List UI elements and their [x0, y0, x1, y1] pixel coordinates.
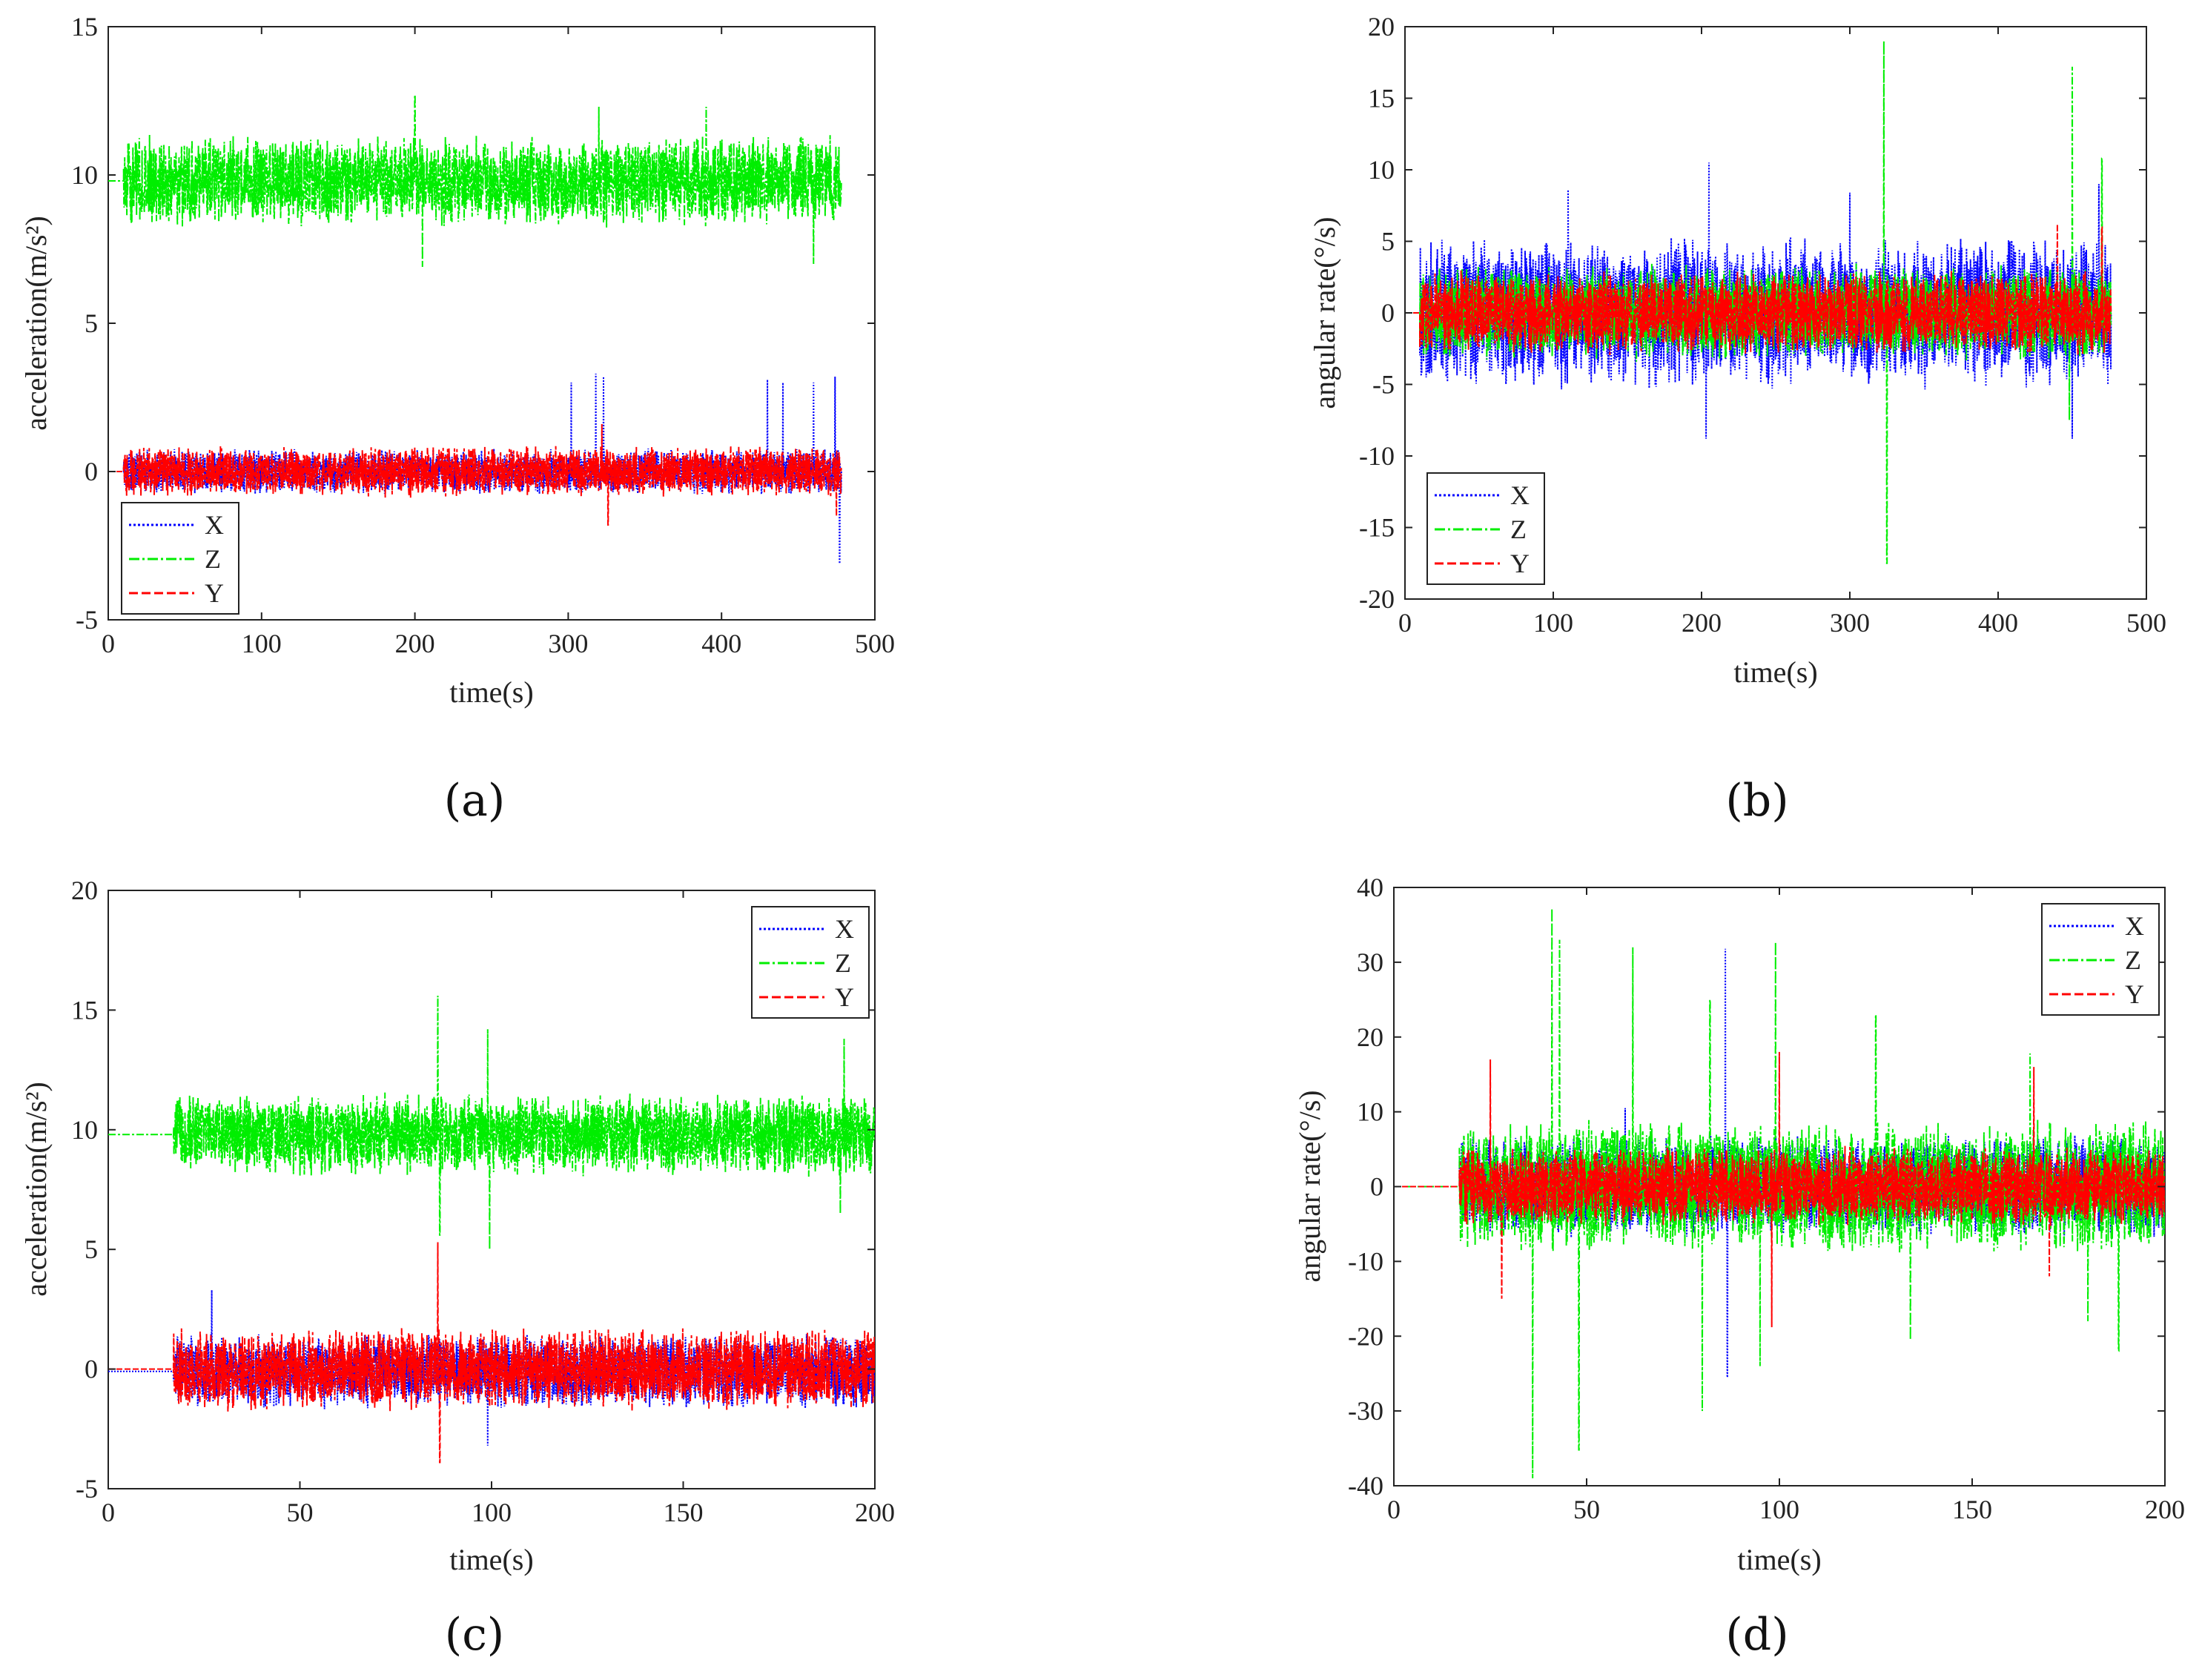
legend-label-y-a: Y	[205, 578, 224, 608]
y-tick-label-c: -5	[76, 1474, 98, 1504]
y-tick-label-b: 5	[1381, 227, 1395, 257]
panel-label-c: (c)	[445, 1609, 504, 1661]
y-tick-label-a: 0	[85, 457, 98, 486]
legend-d: XZY	[2041, 903, 2160, 1016]
legend-label-y-b: Y	[1510, 549, 1530, 578]
legend-label-x-c: X	[835, 914, 854, 944]
xlabel-c: time(s)	[449, 1543, 533, 1576]
y-tick-label-d: 10	[1357, 1097, 1383, 1127]
x-tick-label-a: 200	[395, 629, 435, 658]
legend-b: XZY	[1426, 472, 1545, 585]
legend-label-x-b: X	[1510, 480, 1530, 510]
xlabel-b: time(s)	[1733, 655, 1817, 689]
y-tick-label-d: -40	[1348, 1471, 1383, 1501]
x-tick-label-b: 400	[1978, 608, 2018, 638]
panel-b: 0 100 200 300 400 500 -20 -15 -10 -5 0 5 10 15 20 time…	[1308, 12, 2166, 827]
y-tick-label-d: 0	[1370, 1172, 1383, 1202]
x-tick-label-c: 50	[287, 1498, 314, 1527]
series-layer-c	[108, 995, 875, 1464]
x-tick-label-a: 300	[548, 629, 588, 658]
panel-d: 0 50 100 150 200 -40 -30 -20 -10 0 10 20 30 40 time(s…	[1293, 873, 2185, 1661]
x-tick-label-d: 200	[2145, 1495, 2185, 1524]
y-tick-label-d: -20	[1348, 1321, 1383, 1351]
x-tick-label-a: 100	[242, 629, 282, 658]
xlabel-a: time(s)	[449, 675, 533, 709]
series-line-z-c	[108, 995, 875, 1250]
x-tick-label-c: 200	[855, 1498, 895, 1527]
series-line-y-c	[108, 1242, 875, 1464]
ticks-layer-d: 0 50 100 150 200 -40 -30 -20 -10 0 10 20 30 40	[1348, 873, 2185, 1524]
y-tick-label-d: -10	[1348, 1246, 1383, 1276]
series-line-y-a	[108, 423, 842, 526]
x-tick-label-d: 0	[1387, 1495, 1401, 1524]
x-tick-label-a: 400	[701, 629, 741, 658]
y-tick-label-d: 20	[1357, 1022, 1383, 1052]
x-tick-label-b: 500	[2126, 608, 2166, 638]
y-tick-label-b: 20	[1368, 12, 1395, 42]
ylabel-d: angular rate(°/s)	[1293, 1090, 1326, 1282]
x-tick-label-b: 300	[1830, 608, 1870, 638]
x-tick-label-c: 150	[664, 1498, 704, 1527]
series-line-z-a	[108, 94, 842, 268]
x-tick-label-d: 150	[1952, 1495, 1992, 1524]
legend-label-z-c: Z	[835, 948, 851, 978]
legend-a: XZY	[121, 502, 239, 615]
x-tick-label-c: 0	[102, 1498, 115, 1527]
series-layer-b	[1405, 41, 2112, 564]
legend-label-x-a: X	[205, 510, 224, 540]
series-line-y-b	[1405, 224, 2112, 356]
x-tick-label-a: 0	[102, 629, 115, 658]
ylabel-a: acceleration(m/s²)	[19, 216, 53, 431]
y-tick-label-b: 15	[1368, 84, 1395, 113]
x-tick-label-b: 200	[1682, 608, 1722, 638]
y-tick-label-c: 15	[71, 995, 98, 1025]
y-tick-label-b: 10	[1368, 155, 1395, 185]
xlabel-d: time(s)	[1737, 1543, 1821, 1576]
y-tick-label-c: 20	[71, 876, 98, 905]
y-tick-label-d: 30	[1357, 948, 1383, 977]
y-tick-label-a: -5	[76, 605, 98, 635]
y-tick-label-c: 0	[85, 1355, 98, 1384]
ylabel-c: acceleration(m/s²)	[19, 1082, 53, 1297]
x-tick-label-b: 100	[1533, 608, 1573, 638]
series-layer-d	[1394, 908, 2165, 1478]
y-tick-label-a: 5	[85, 308, 98, 338]
y-tick-label-c: 5	[85, 1234, 98, 1264]
legend-label-z-d: Z	[2125, 945, 2141, 975]
y-tick-label-a: 15	[71, 12, 98, 42]
y-tick-label-d: -30	[1348, 1396, 1383, 1426]
y-tick-label-b: -20	[1359, 584, 1395, 614]
y-tick-label-b: -10	[1359, 441, 1395, 471]
panel-label-d: (d)	[1725, 1609, 1788, 1661]
series-layer-a	[108, 94, 842, 564]
ylabel-b: angular rate(°/s)	[1308, 216, 1341, 409]
ticks-layer-b: 0 100 200 300 400 500 -20 -15 -10 -5 0 5 10 15 20	[1359, 12, 2166, 638]
legend-label-x-d: X	[2125, 911, 2144, 941]
legend-label-z-a: Z	[205, 544, 221, 574]
x-tick-label-c: 100	[472, 1498, 512, 1527]
x-tick-label-b: 0	[1398, 608, 1412, 638]
x-tick-label-d: 50	[1573, 1495, 1600, 1524]
legend-label-y-c: Y	[835, 982, 854, 1012]
y-tick-label-b: -5	[1372, 370, 1395, 400]
legend-c: XZY	[751, 906, 870, 1019]
y-tick-label-a: 10	[71, 160, 98, 190]
y-tick-label-b: 0	[1381, 298, 1395, 328]
x-tick-label-d: 100	[1759, 1495, 1799, 1524]
y-tick-label-d: 40	[1357, 873, 1383, 902]
x-tick-label-a: 500	[855, 629, 895, 658]
panel-label-a: (a)	[444, 775, 506, 827]
legend-label-y-d: Y	[2125, 979, 2144, 1009]
y-tick-label-c: 10	[71, 1115, 98, 1145]
y-tick-label-b: -15	[1359, 513, 1395, 543]
series-line-y-d	[1394, 1051, 2165, 1328]
legend-label-z-b: Z	[1510, 515, 1527, 544]
panel-label-b: (b)	[1725, 775, 1788, 827]
